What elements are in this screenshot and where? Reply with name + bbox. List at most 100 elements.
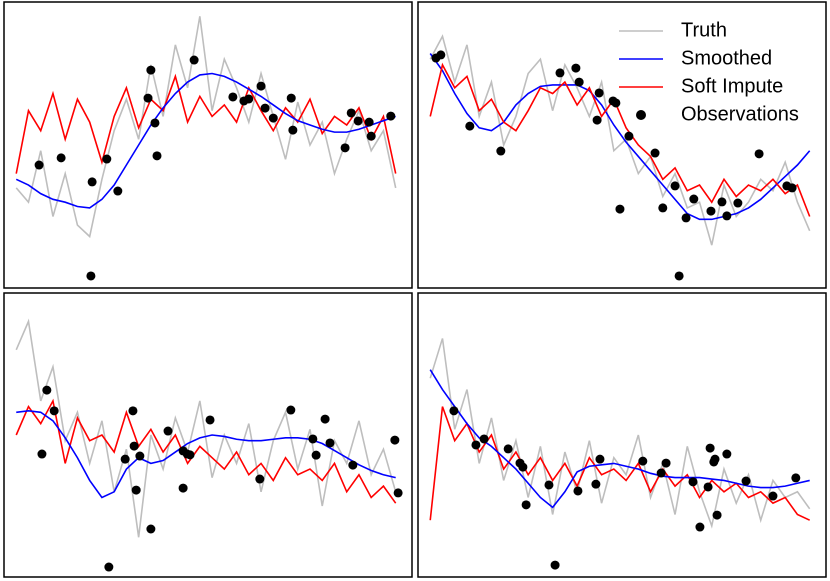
observation-point [591,479,601,489]
legend-label: Observations [681,103,799,125]
legend-swatch [636,110,646,120]
observation-point [574,77,584,87]
observation-point [150,118,160,128]
observation-point [86,271,96,281]
observation-point [741,476,751,486]
series-line [15,398,397,504]
panel [3,292,413,578]
observation-point [348,460,358,470]
observation-point [465,121,475,131]
series-line [429,338,811,529]
legend-label: Truth [681,19,727,41]
series-line [429,62,811,217]
plot-area [15,318,403,572]
observation-point [717,197,727,207]
observation-point [573,486,583,496]
observation-point [37,449,47,459]
observation-point [104,562,114,572]
observation-point [754,149,764,159]
observation-point [709,457,719,467]
observation-point [436,50,446,60]
panel-border [3,292,413,578]
observation-point [615,204,625,214]
panel-border [417,292,827,578]
observation-point [87,177,97,187]
observation-point [449,406,459,416]
observation-point [624,131,634,141]
observation-point [479,434,489,444]
panel [3,1,413,289]
observation-point [471,440,481,450]
series-line [429,369,810,509]
observation-point [288,125,298,135]
legend-label: Soft Impute [681,75,783,97]
series-line [15,72,396,209]
observation-point [320,414,330,424]
observation-point [703,482,713,492]
observation-point [733,198,743,208]
observation-point [722,449,732,459]
observation-point [364,117,374,127]
observation-point [163,426,173,436]
observation-point [143,93,153,103]
observation-point [178,483,188,493]
observation-point [128,406,138,416]
observation-point [592,115,602,125]
observation-point [650,148,660,158]
observation-point [722,211,732,221]
observation-point [102,154,112,164]
series-line [16,410,396,499]
observation-point [346,108,356,118]
observation-point [787,183,797,193]
observation-point [135,451,145,461]
observation-point [688,477,698,487]
observation-point [353,116,363,126]
observation-point [113,186,123,196]
observation-point [705,443,715,453]
observation-point [146,65,156,75]
observation-point [390,435,400,445]
observation-point [706,206,716,216]
observation-point [244,94,254,104]
observation-point [308,434,318,444]
observation-point [340,143,350,153]
observation-point [34,160,44,170]
observation-point [595,454,605,464]
panel-border [417,1,827,289]
observation-point [658,203,668,213]
legend-label: Smoothed [681,47,772,69]
observation-point [689,194,699,204]
observation-point [503,444,513,454]
observation-point [555,68,565,78]
observation-point [131,485,141,495]
series-line [429,406,811,521]
observation-point [695,522,705,532]
observation-point [146,524,156,534]
observation-point [674,271,684,281]
observation-point [518,462,528,472]
series-line [429,34,811,246]
panel-border [3,1,413,289]
panel [417,292,827,578]
observation-point [120,454,130,464]
observation-point [594,88,604,98]
observation-point [681,213,691,223]
observation-point [638,456,648,466]
series-line [15,318,397,538]
observation-point [129,441,139,451]
observation-point [521,500,531,510]
observation-point [611,98,621,108]
observation-point [496,146,506,156]
series-line [15,16,397,239]
observation-point [550,560,560,570]
observation-point [311,450,321,460]
observation-point [656,468,666,478]
observation-point [712,510,722,520]
observation-point [255,474,265,484]
plot-area [429,34,811,281]
plot-area [15,16,397,281]
series-line [15,73,397,174]
observation-point [791,473,801,483]
observation-point [661,458,671,468]
observation-point [286,405,296,415]
